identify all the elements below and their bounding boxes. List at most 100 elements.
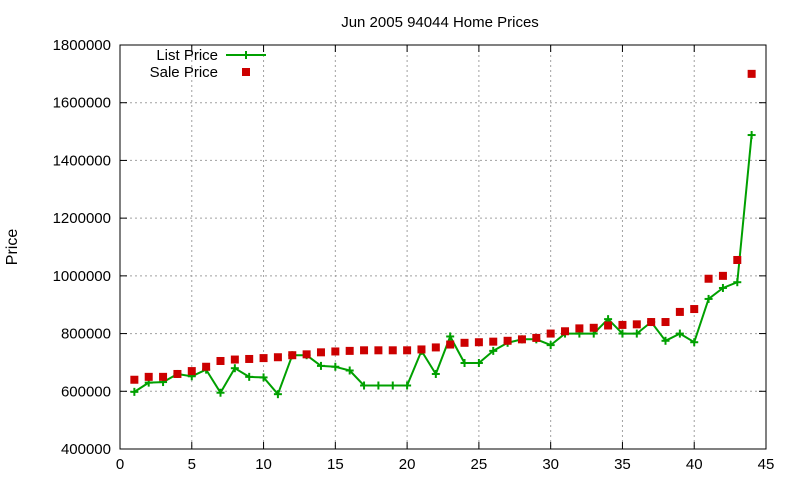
y-tick-label: 1400000	[53, 152, 111, 169]
data-point-sale-price	[474, 338, 483, 347]
data-point-sale-price	[561, 327, 570, 336]
data-point-sale-price	[618, 320, 627, 329]
axis-ticks	[119, 44, 767, 450]
data-point-sale-price	[747, 69, 756, 78]
data-point-sale-price	[403, 346, 412, 355]
x-tick-label: 45	[758, 456, 775, 473]
series-marks	[130, 69, 756, 399]
data-point-sale-price	[388, 346, 397, 355]
data-point-sale-price	[675, 307, 684, 316]
legend-plus-marker	[242, 51, 250, 59]
data-point-sale-price	[374, 346, 383, 355]
x-tick-label: 40	[686, 456, 703, 473]
data-point-sale-price	[632, 320, 641, 329]
data-point-sale-price	[661, 318, 670, 327]
legend-label-list-price: List Price	[156, 47, 218, 64]
data-point-list-price	[446, 332, 455, 341]
legend-marker-sale-price	[242, 68, 250, 76]
y-tick-label: 600000	[61, 383, 111, 400]
data-point-sale-price	[302, 350, 311, 359]
data-point-sale-price	[690, 305, 699, 314]
data-point-list-price	[489, 346, 498, 355]
data-point-sale-price	[159, 372, 168, 381]
chart-title: Jun 2005 94044 Home Prices	[341, 14, 539, 31]
data-point-sale-price	[130, 375, 139, 384]
data-point-sale-price	[704, 274, 713, 283]
data-point-sale-price	[331, 347, 340, 356]
plot-frame	[119, 44, 767, 450]
x-tick-label: 15	[327, 456, 344, 473]
data-point-list-price	[718, 283, 727, 292]
x-tick-label: 35	[614, 456, 631, 473]
data-point-list-price	[474, 359, 483, 368]
data-point-sale-price	[489, 337, 498, 346]
data-point-sale-price	[288, 351, 297, 360]
x-tick-label: 0	[116, 456, 124, 473]
x-tick-label: 10	[255, 456, 272, 473]
data-point-list-price	[460, 359, 469, 368]
data-point-sale-price	[202, 362, 211, 371]
data-point-sale-price	[604, 321, 613, 330]
data-point-list-price	[747, 131, 756, 140]
data-point-list-price	[331, 362, 340, 371]
data-point-list-price	[374, 381, 383, 390]
data-point-sale-price	[503, 336, 512, 345]
data-point-sale-price	[144, 372, 153, 381]
data-point-sale-price	[647, 318, 656, 327]
data-point-sale-price	[187, 367, 196, 376]
data-point-list-price	[273, 390, 282, 399]
data-point-list-price	[690, 338, 699, 347]
series-line-list-price	[133, 134, 753, 396]
data-point-list-price	[632, 329, 641, 338]
x-tick-label: 30	[542, 456, 559, 473]
data-point-sale-price	[575, 324, 584, 333]
data-point-sale-price	[517, 335, 526, 344]
data-point-sale-price	[532, 333, 541, 342]
data-point-sale-price	[230, 355, 239, 364]
data-point-list-price	[130, 387, 139, 396]
data-point-list-price	[360, 381, 369, 390]
x-tick-label: 20	[399, 456, 416, 473]
data-point-list-price	[675, 329, 684, 338]
data-point-sale-price	[316, 348, 325, 357]
y-tick-label: 400000	[61, 441, 111, 458]
data-point-list-price	[216, 388, 225, 397]
legend-label-sale-price: Sale Price	[150, 64, 218, 81]
data-point-list-price	[546, 341, 555, 350]
data-point-sale-price	[360, 346, 369, 355]
data-point-list-price	[431, 369, 440, 378]
data-point-list-price	[345, 366, 354, 375]
data-point-list-price	[259, 373, 268, 382]
data-point-list-price	[704, 294, 713, 303]
y-tick-label: 1800000	[53, 37, 111, 54]
data-point-list-price	[661, 336, 670, 345]
data-point-sale-price	[546, 329, 555, 338]
data-point-list-price	[403, 381, 412, 390]
data-point-sale-price	[417, 345, 426, 354]
data-point-sale-price	[733, 255, 742, 264]
data-point-sale-price	[273, 353, 282, 362]
legend: List Price Sale Price	[150, 47, 266, 81]
y-tick-label: 1600000	[53, 95, 111, 112]
x-tick-label: 5	[188, 456, 196, 473]
y-tick-label: 1000000	[53, 268, 111, 285]
data-point-sale-price	[589, 323, 598, 332]
data-point-sale-price	[259, 354, 268, 363]
data-point-sale-price	[718, 271, 727, 280]
legend-marker-list-price	[242, 51, 250, 59]
data-point-list-price	[618, 329, 627, 338]
data-point-sale-price	[446, 340, 455, 349]
y-tick-label: 800000	[61, 326, 111, 343]
y-tick-label: 1200000	[53, 210, 111, 227]
data-point-sale-price	[216, 356, 225, 365]
data-point-sale-price	[431, 343, 440, 352]
data-point-sale-price	[460, 338, 469, 347]
data-point-list-price	[388, 381, 397, 390]
data-point-sale-price	[173, 369, 182, 378]
data-point-sale-price	[245, 354, 254, 363]
data-point-list-price	[230, 364, 239, 373]
y-axis-label: Price	[4, 229, 21, 266]
data-point-sale-price	[345, 346, 354, 355]
